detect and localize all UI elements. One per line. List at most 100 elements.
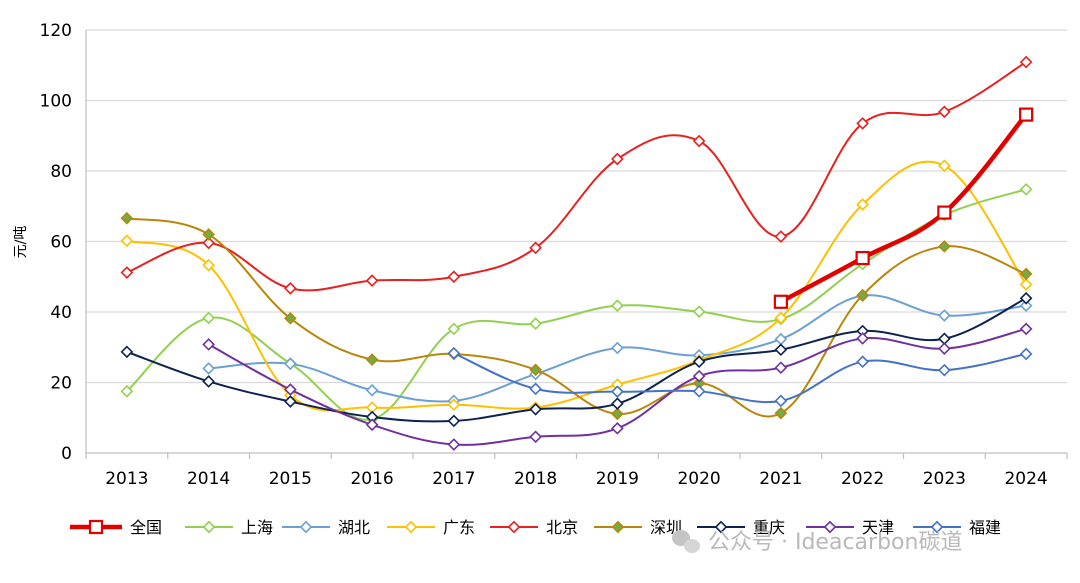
y-tick-label: 20 — [50, 374, 72, 394]
data-point — [774, 343, 788, 357]
y-tick-label: 40 — [50, 303, 72, 323]
series-line — [125, 160, 1028, 412]
x-tick-label: 2016 — [350, 469, 393, 489]
legend-marker — [299, 520, 313, 534]
legend-marker — [823, 520, 837, 534]
data-point — [938, 240, 951, 253]
series-line — [125, 188, 1028, 421]
series-重庆 — [120, 291, 1033, 428]
series-line — [125, 297, 1028, 423]
data-point — [611, 152, 624, 166]
data-point — [774, 332, 788, 346]
data-point — [529, 382, 542, 396]
data-point — [202, 228, 215, 241]
series-line — [778, 112, 1029, 305]
x-tick-label: 2013 — [105, 469, 148, 489]
watermark-text: 公众号 · Ideacarbon碳道 — [708, 530, 962, 555]
data-point — [202, 338, 215, 351]
legend-label: 重庆 — [753, 518, 785, 537]
data-point — [1019, 267, 1033, 281]
legend-label: 北京 — [546, 518, 578, 537]
series-全国 — [773, 107, 1034, 309]
data-point — [938, 159, 951, 173]
series-lines — [120, 55, 1034, 451]
data-point — [284, 282, 297, 295]
y-tick-label: 80 — [50, 162, 72, 182]
x-tick-label: 2017 — [432, 469, 475, 489]
data-point — [447, 322, 461, 336]
data-point — [1019, 299, 1033, 312]
data-point — [937, 205, 952, 220]
legend-item: 上海 — [185, 518, 273, 537]
data-point — [1019, 291, 1033, 305]
data-point — [938, 342, 951, 355]
data-point — [202, 236, 215, 250]
data-point — [692, 384, 706, 398]
data-point — [284, 395, 297, 408]
y-tick-label: 120 — [40, 21, 72, 41]
y-tick-label: 60 — [50, 233, 72, 253]
data-point — [120, 384, 134, 398]
x-tick-label: 2022 — [841, 469, 884, 489]
legend-label: 福建 — [969, 518, 1001, 537]
data-point — [120, 266, 134, 279]
data-point — [447, 270, 461, 284]
data-point — [938, 309, 951, 322]
legend-label: 广东 — [443, 518, 475, 537]
series-北京 — [120, 55, 1033, 295]
legend-item: 重庆 — [697, 518, 785, 537]
legend-marker — [202, 520, 216, 534]
data-point — [284, 383, 297, 396]
series-上海 — [120, 182, 1033, 426]
data-point — [120, 345, 134, 359]
legend-item: 深圳 — [594, 518, 682, 537]
data-point — [774, 394, 788, 408]
y-tick-label: 100 — [40, 92, 72, 112]
data-point — [529, 317, 542, 330]
data-point — [365, 353, 379, 366]
data-point — [284, 312, 297, 325]
data-point — [774, 361, 788, 375]
data-point — [365, 418, 379, 432]
data-point — [611, 421, 624, 435]
data-point — [611, 299, 624, 312]
x-tick-label: 2014 — [187, 469, 230, 489]
data-point — [774, 230, 788, 243]
data-point — [120, 211, 134, 225]
data-point — [1019, 278, 1033, 291]
data-point — [1019, 182, 1033, 196]
data-point — [1019, 322, 1033, 336]
data-point — [773, 294, 788, 309]
x-tick-label: 2015 — [269, 469, 312, 489]
data-point — [774, 406, 788, 420]
y-axis-label: 元/吨 — [13, 226, 29, 259]
legend-label: 湖北 — [338, 518, 370, 537]
legend: 全国 上海 湖北 广东 北京 深圳 重庆 天津 福建 — [70, 518, 1001, 537]
series-line — [125, 61, 1028, 292]
grid-lines — [86, 29, 1067, 384]
data-point — [365, 274, 379, 287]
data-point — [1019, 107, 1034, 122]
data-point — [692, 369, 706, 383]
data-point — [856, 117, 869, 130]
data-point — [692, 305, 706, 318]
data-point — [1019, 347, 1033, 361]
data-point — [202, 258, 215, 272]
data-point — [938, 363, 951, 377]
legend-item: 福建 — [913, 518, 1001, 537]
data-point — [202, 375, 215, 388]
data-point — [774, 311, 788, 325]
x-tick-label: 2021 — [759, 469, 802, 489]
series-天津 — [202, 322, 1033, 451]
data-point — [692, 355, 706, 369]
data-point — [447, 438, 461, 451]
legend-marker — [88, 519, 104, 535]
legend-item: 北京 — [490, 518, 578, 537]
legend-label: 深圳 — [650, 518, 682, 537]
watermark: 公众号 · Ideacarbon碳道 — [672, 530, 962, 555]
series-福建 — [447, 346, 1033, 408]
data-point — [365, 383, 379, 397]
legend-item: 湖北 — [282, 518, 370, 537]
data-point — [284, 357, 297, 371]
